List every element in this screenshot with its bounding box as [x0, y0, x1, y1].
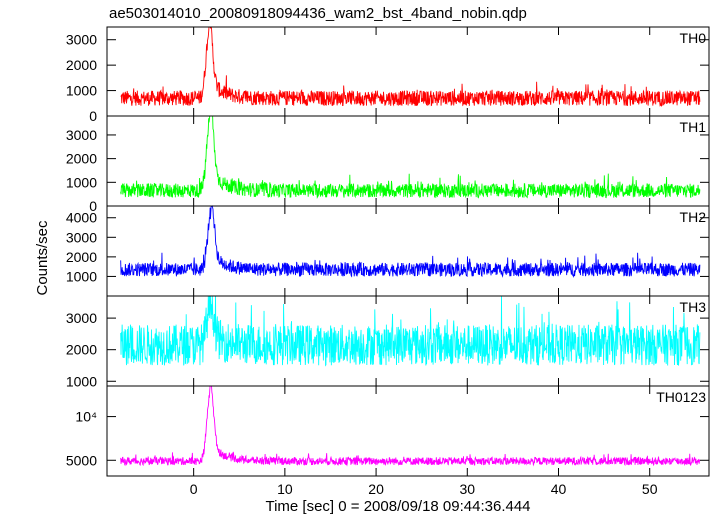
- x-tick-label: 20: [368, 481, 384, 497]
- x-tick-label: 40: [551, 481, 567, 497]
- panel-label: TH3: [680, 299, 707, 315]
- y-tick-label: 0: [89, 108, 97, 124]
- panel-frame: [106, 205, 710, 297]
- panel-frame: [106, 385, 710, 477]
- y-tick-label: 3000: [66, 310, 97, 326]
- panel-label: TH0123: [656, 389, 706, 405]
- y-tick-label: 1000: [66, 268, 97, 284]
- x-tick-label: 30: [459, 481, 475, 497]
- panel-label: TH0: [680, 30, 707, 46]
- y-tick-label: 2000: [66, 249, 97, 265]
- panel-th0: 0 1000 2000 3000 TH0: [66, 26, 710, 124]
- series-line-th0123: [120, 385, 701, 467]
- y-tick-label: 1000: [66, 373, 97, 389]
- y-axis-label: Counts/sec: [34, 220, 51, 296]
- x-tick-label: 10: [277, 481, 293, 497]
- panel-label: TH2: [680, 209, 707, 225]
- x-tick-label: 50: [642, 481, 658, 497]
- y-tick-label: 1000: [66, 83, 97, 99]
- x-axis-label: Time [sec] 0 = 2008/09/18 09:44:36.444: [265, 498, 530, 515]
- y-tick-label: 2000: [66, 57, 97, 73]
- series-line-th0: [120, 26, 701, 107]
- y-tick-label: 2000: [66, 342, 97, 358]
- panel-th2: 1000 2000 3000 4000 TH2: [66, 205, 710, 297]
- panel-th3: 1000 2000 3000 TH3: [66, 295, 710, 389]
- series-line-th2: [120, 205, 701, 278]
- chart-title: ae503014010_20080918094436_wam2_bst_4ban…: [109, 5, 527, 22]
- y-tick-label: 3000: [66, 127, 97, 143]
- y-tick-label: 3000: [66, 229, 97, 245]
- panel-label: TH1: [680, 119, 707, 135]
- series-line-th1: [120, 115, 701, 200]
- y-tick-label: 5000: [66, 452, 97, 468]
- x-tick-label: 0: [190, 481, 198, 497]
- panel-th0123: 5000 10⁴ TH0123: [66, 385, 710, 477]
- y-tick-label: 1000: [66, 174, 97, 190]
- panel-th1: 0 1000 2000 3000 TH1: [66, 115, 710, 214]
- y-tick-label: 10⁴: [75, 409, 97, 425]
- y-tick-label: 3000: [66, 32, 97, 48]
- y-tick-label: 0: [89, 198, 97, 214]
- y-tick-label: 4000: [66, 210, 97, 226]
- series-line-th3: [120, 295, 701, 367]
- y-tick-label: 2000: [66, 151, 97, 167]
